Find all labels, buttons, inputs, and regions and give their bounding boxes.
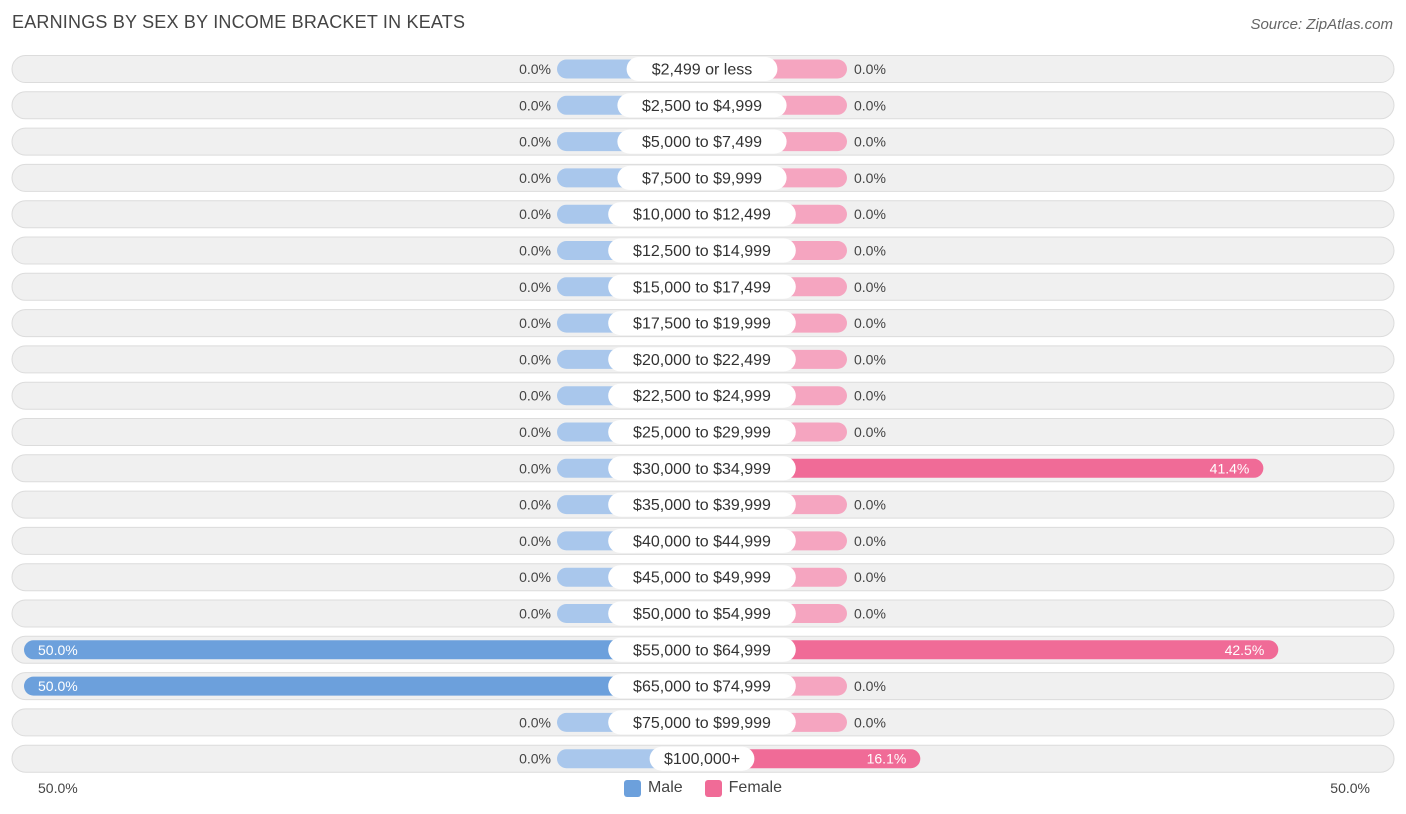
category-label: $55,000 to $64,999 <box>633 642 771 659</box>
category-label-pill <box>608 311 796 336</box>
category-label: $65,000 to $74,999 <box>633 679 771 696</box>
male-value-label: 0.0% <box>519 533 551 549</box>
male-value-label: 0.0% <box>519 751 551 767</box>
female-value-label: 41.4% <box>1210 460 1250 476</box>
female-value-label: 0.0% <box>854 388 886 404</box>
female-value-label: 0.0% <box>854 97 886 113</box>
female-value-label: 16.1% <box>867 751 907 767</box>
category-label-pill <box>608 238 796 263</box>
category-label-pill <box>608 420 796 444</box>
category-label-pill <box>608 565 796 590</box>
legend: Male Female <box>0 779 1406 797</box>
male-value-label: 50.0% <box>38 678 78 694</box>
male-bar <box>24 676 702 696</box>
female-value-label: 0.0% <box>854 714 886 730</box>
male-value-label: 0.0% <box>519 714 551 730</box>
male-value-label: 0.0% <box>519 460 551 476</box>
category-label-pill <box>617 165 787 190</box>
category-label: $7,500 to $9,999 <box>642 170 762 187</box>
male-value-label: 0.0% <box>519 97 551 113</box>
category-label: $75,000 to $99,999 <box>633 715 771 732</box>
female-value-label: 0.0% <box>854 206 886 222</box>
category-label-pill <box>608 674 796 699</box>
category-label-pill <box>617 129 787 154</box>
category-label-pill <box>608 347 796 372</box>
male-value-label: 0.0% <box>519 606 551 622</box>
source-credit: Source: ZipAtlas.com <box>1250 16 1393 33</box>
category-label-pill <box>617 93 787 118</box>
male-value-label: 0.0% <box>519 170 551 186</box>
female-value-label: 0.0% <box>854 678 886 694</box>
category-label: $35,000 to $39,999 <box>633 497 771 514</box>
male-value-label: 0.0% <box>519 424 551 440</box>
category-label: $30,000 to $34,999 <box>633 461 771 478</box>
category-label-pill <box>608 274 796 299</box>
category-label: $15,000 to $17,499 <box>633 279 771 296</box>
legend-label-female: Female <box>728 779 783 796</box>
male-value-label: 0.0% <box>519 388 551 404</box>
legend-label-male: Male <box>647 779 683 796</box>
male-value-label: 0.0% <box>519 279 551 295</box>
category-label-pill <box>608 528 796 553</box>
category-label-pill <box>608 637 796 662</box>
male-value-label: 0.0% <box>519 61 551 77</box>
category-label-pill <box>608 383 796 408</box>
category-label-pill <box>608 710 796 735</box>
category-label: $40,000 to $44,999 <box>633 533 771 550</box>
male-value-label: 0.0% <box>519 243 551 259</box>
male-value-label: 0.0% <box>519 315 551 331</box>
female-value-label: 0.0% <box>854 243 886 259</box>
category-label: $22,500 to $24,999 <box>633 388 771 405</box>
male-value-label: 0.0% <box>519 569 551 585</box>
female-value-label: 0.0% <box>854 170 886 186</box>
category-label: $20,000 to $22,499 <box>633 352 771 369</box>
category-label-pill <box>608 601 796 626</box>
female-bar <box>702 640 1279 660</box>
category-label: $100,000+ <box>664 751 740 768</box>
category-label-pill <box>649 746 755 771</box>
female-value-label: 0.0% <box>854 351 886 367</box>
female-value-label: 0.0% <box>854 134 886 150</box>
category-label-pill <box>608 492 796 517</box>
female-value-label: 0.0% <box>854 606 886 622</box>
category-label: $2,499 or less <box>652 62 753 79</box>
category-label: $17,500 to $19,999 <box>633 316 771 333</box>
category-label: $10,000 to $12,499 <box>633 207 771 224</box>
category-label: $25,000 to $29,999 <box>633 425 771 442</box>
category-label: $5,000 to $7,499 <box>642 134 762 151</box>
category-label-pill <box>608 456 796 481</box>
female-value-label: 0.0% <box>854 497 886 513</box>
female-value-label: 0.0% <box>854 61 886 77</box>
female-bar <box>702 749 921 769</box>
male-value-label: 0.0% <box>519 497 551 513</box>
axis-left-label: 50.0% <box>38 780 78 796</box>
category-label-pill <box>626 57 778 81</box>
male-value-label: 0.0% <box>519 206 551 222</box>
category-label-pill <box>608 202 796 227</box>
legend-item-female: Female <box>704 779 783 797</box>
male-value-label: 0.0% <box>519 351 551 367</box>
female-value-label: 0.0% <box>854 569 886 585</box>
female-value-label: 42.5% <box>1225 642 1265 658</box>
category-label: $12,500 to $14,999 <box>633 243 771 260</box>
category-label: $45,000 to $49,999 <box>633 570 771 587</box>
axis-right-label: 50.0% <box>1330 780 1370 796</box>
chart-title: EARNINGS BY SEX BY INCOME BRACKET IN KEA… <box>12 12 466 32</box>
category-label: $50,000 to $54,999 <box>633 606 771 623</box>
female-value-label: 0.0% <box>854 533 886 549</box>
legend-swatch-male <box>623 779 641 797</box>
female-bar <box>702 458 1264 478</box>
female-value-label: 0.0% <box>854 424 886 440</box>
male-bar <box>24 640 702 660</box>
female-value-label: 0.0% <box>854 279 886 295</box>
female-value-label: 0.0% <box>854 315 886 331</box>
male-value-label: 50.0% <box>38 642 78 658</box>
legend-swatch-female <box>704 779 722 797</box>
male-value-label: 0.0% <box>519 134 551 150</box>
legend-item-male: Male <box>623 779 683 797</box>
category-label: $2,500 to $4,999 <box>642 98 762 115</box>
